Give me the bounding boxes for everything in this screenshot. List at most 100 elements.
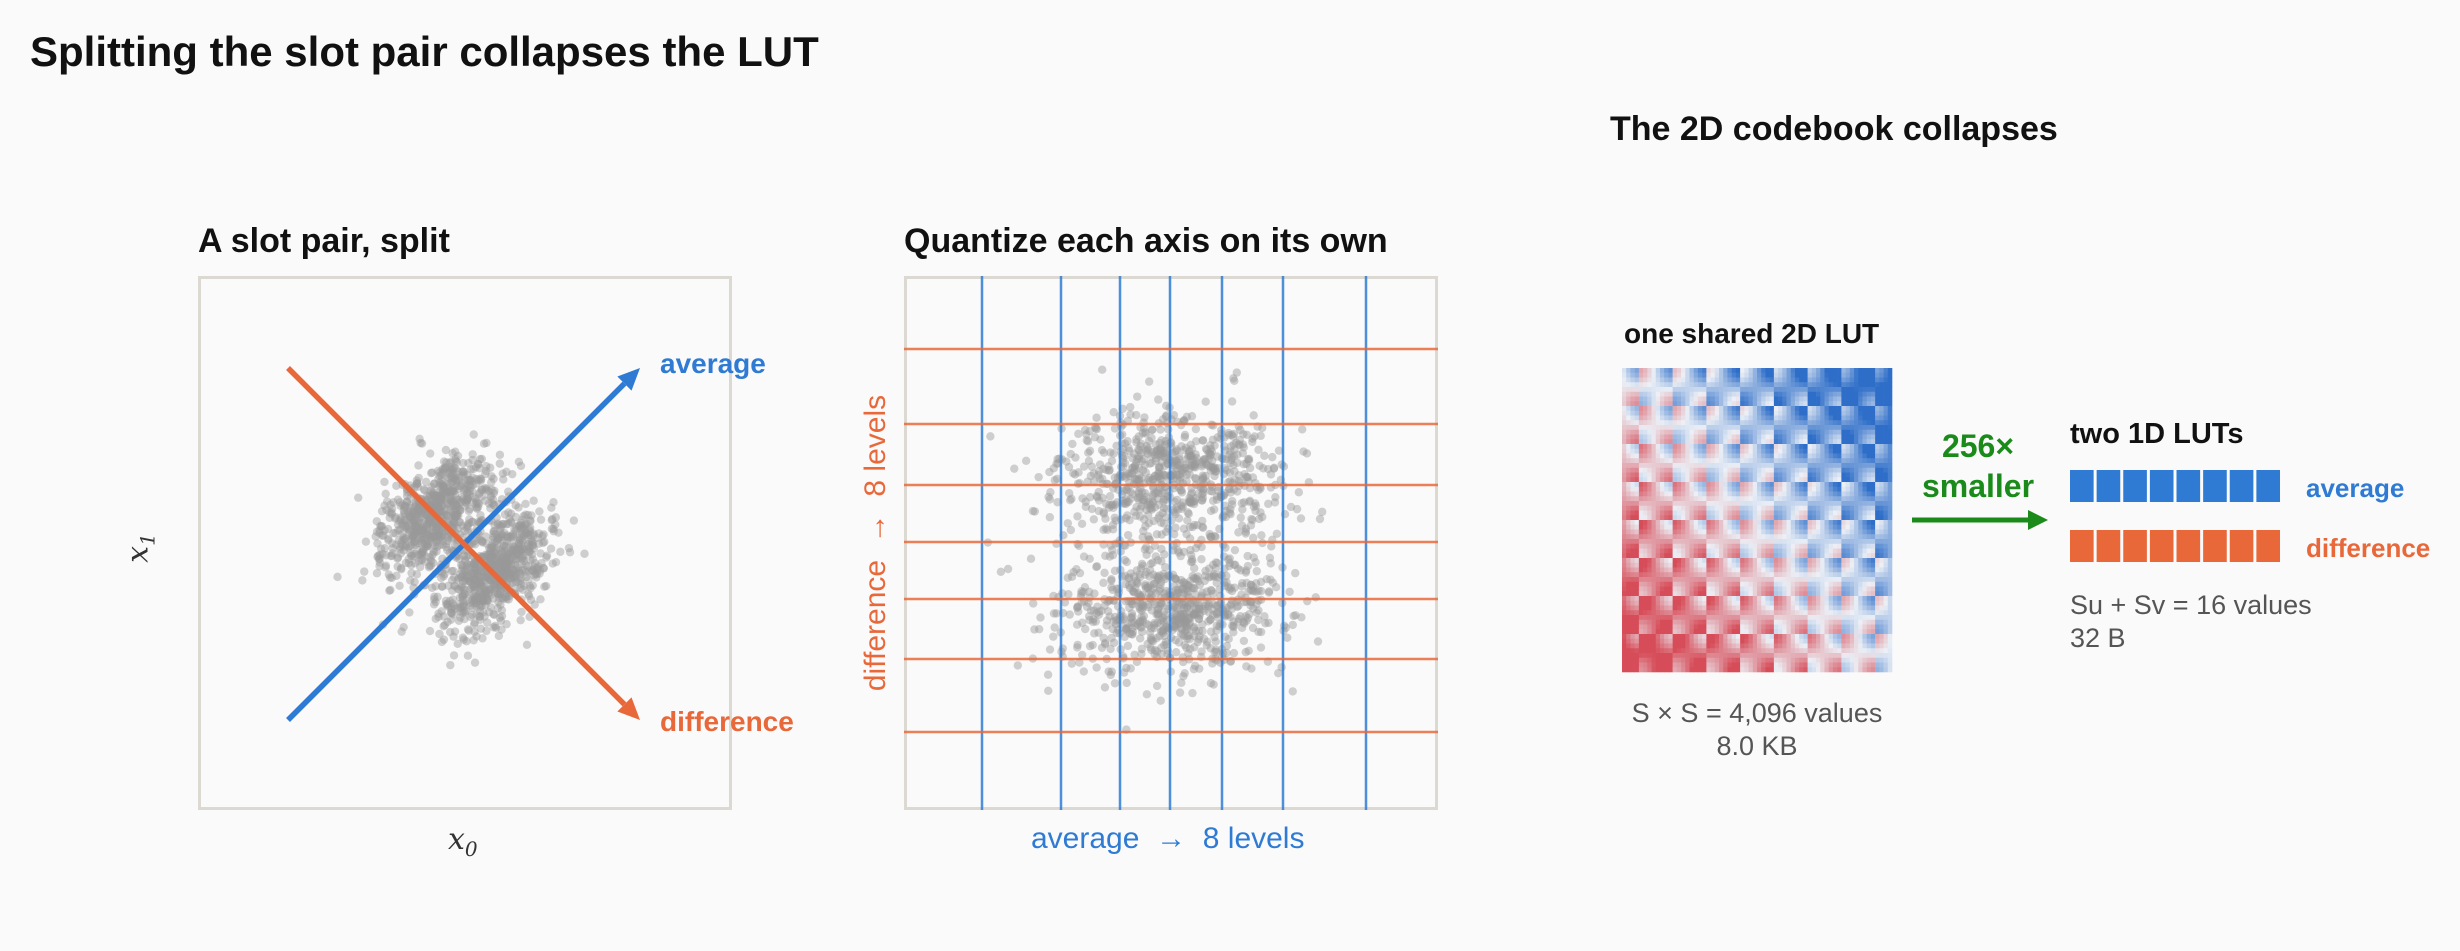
scatter-point bbox=[443, 499, 452, 508]
scatter-point bbox=[432, 521, 441, 531]
lut2d-cell bbox=[1689, 482, 1695, 488]
lut2d-cell bbox=[1748, 510, 1754, 516]
lut2d-cell bbox=[1630, 524, 1635, 530]
lut2d-cell bbox=[1672, 605, 1678, 611]
lut2d-cell bbox=[1706, 453, 1711, 459]
panel1-plot bbox=[286, 366, 640, 722]
lut2d-cell bbox=[1727, 420, 1732, 426]
scatter-point bbox=[1228, 496, 1237, 506]
scatter-point bbox=[1085, 554, 1094, 564]
lut2d-cell bbox=[1706, 372, 1711, 378]
lut2d-cell bbox=[1719, 458, 1724, 464]
scatter-point bbox=[490, 587, 500, 596]
lut2d-cell bbox=[1702, 667, 1707, 673]
lut2d-cell bbox=[1643, 472, 1648, 478]
lut2d-cell bbox=[1622, 581, 1627, 587]
lut2d-cell bbox=[1744, 491, 1749, 497]
lut2d-cell bbox=[1723, 548, 1728, 554]
lut2d-cell bbox=[1630, 505, 1635, 511]
lut2d-cell bbox=[1689, 515, 1695, 521]
scatter-point bbox=[475, 488, 485, 497]
scatter-point bbox=[1291, 568, 1300, 578]
lut2d-cell bbox=[1664, 562, 1669, 568]
lut2d-cell bbox=[1681, 581, 1686, 587]
lut2d-cell bbox=[1655, 448, 1661, 454]
scatter-point bbox=[496, 526, 505, 535]
lut2d-cell bbox=[1630, 591, 1635, 597]
lut2d-cell bbox=[1685, 501, 1690, 507]
scatter-point bbox=[1158, 626, 1167, 635]
lut2d-cell bbox=[1710, 524, 1716, 530]
lut2d-cell bbox=[1727, 600, 1732, 606]
lut2d-cell bbox=[1744, 396, 1749, 402]
scatter-point bbox=[1144, 589, 1154, 598]
scatter-point bbox=[1230, 376, 1239, 386]
scatter-point bbox=[475, 464, 484, 473]
lut2d-cell bbox=[1622, 439, 1627, 445]
scatter-point bbox=[414, 507, 424, 516]
lut2d-cell bbox=[1689, 591, 1695, 597]
scatter-point bbox=[1283, 633, 1292, 642]
scatter-point bbox=[1191, 494, 1200, 503]
scatter-point bbox=[426, 556, 436, 566]
lut2d-cell bbox=[1723, 605, 1728, 611]
lut2d-cell bbox=[1659, 539, 1665, 545]
lut2d-cell bbox=[1731, 458, 1737, 464]
scatter-point bbox=[491, 529, 501, 539]
scatter-point bbox=[1170, 456, 1179, 466]
scatter-point bbox=[1129, 588, 1138, 597]
scatter-point bbox=[506, 569, 515, 578]
scatter-point bbox=[529, 496, 538, 505]
scatter-point bbox=[1256, 586, 1266, 596]
scatter-point bbox=[1173, 619, 1183, 629]
scatter-point bbox=[432, 530, 442, 540]
scatter-point bbox=[410, 522, 420, 532]
lut2d-cell bbox=[1744, 619, 1749, 625]
lut2d-cell bbox=[1731, 463, 1737, 469]
scatter-point bbox=[1185, 614, 1195, 623]
scatter-point bbox=[1157, 627, 1166, 636]
scatter-point bbox=[498, 544, 507, 553]
lut2d-cell bbox=[1744, 387, 1749, 393]
lut2d-cell bbox=[1651, 425, 1657, 431]
lut2d-cell bbox=[1647, 477, 1652, 483]
scatter-point bbox=[473, 578, 482, 588]
lut2d-cell bbox=[1651, 415, 1657, 421]
scatter-point bbox=[467, 486, 477, 496]
lut2d-cell bbox=[1706, 429, 1711, 435]
lut2d-cell bbox=[1647, 472, 1652, 478]
scatter-point bbox=[1122, 663, 1131, 673]
scatter-point bbox=[1073, 640, 1082, 650]
lut2d-cell bbox=[1643, 401, 1648, 407]
scatter-point bbox=[487, 499, 497, 508]
lut2d-cell bbox=[1706, 662, 1711, 668]
scatter-point bbox=[459, 470, 469, 479]
scatter-point bbox=[407, 568, 416, 578]
scatter-point bbox=[438, 464, 447, 474]
lut2d-cell bbox=[1740, 505, 1745, 511]
scatter-point bbox=[1187, 412, 1197, 421]
lut2d-cell bbox=[1634, 501, 1640, 507]
scatter-point bbox=[442, 599, 451, 609]
lut2d-cell bbox=[1723, 657, 1728, 663]
scatter-point bbox=[432, 526, 441, 535]
scatter-point bbox=[1142, 505, 1151, 515]
scatter-point bbox=[1182, 477, 1191, 486]
scatter-point bbox=[451, 470, 461, 479]
scatter-point bbox=[507, 518, 516, 527]
scatter-point bbox=[1176, 629, 1186, 639]
lut2d-cell bbox=[1706, 539, 1711, 545]
lut2d-cell bbox=[1664, 572, 1669, 578]
scatter-point bbox=[1150, 450, 1159, 460]
scatter-point bbox=[422, 524, 432, 534]
lut2d-cell bbox=[1723, 634, 1728, 640]
lut2d-cell bbox=[1735, 615, 1741, 621]
lut2d-cell bbox=[1630, 596, 1635, 602]
scatter-point bbox=[449, 632, 458, 641]
lut2d-cell bbox=[1714, 415, 1720, 421]
lut2d-cell bbox=[1723, 577, 1728, 583]
lut2d-cell bbox=[1714, 429, 1720, 435]
scatter-point bbox=[1241, 647, 1250, 657]
lut2d-cell bbox=[1664, 415, 1669, 421]
lut2d-cell bbox=[1668, 539, 1673, 545]
